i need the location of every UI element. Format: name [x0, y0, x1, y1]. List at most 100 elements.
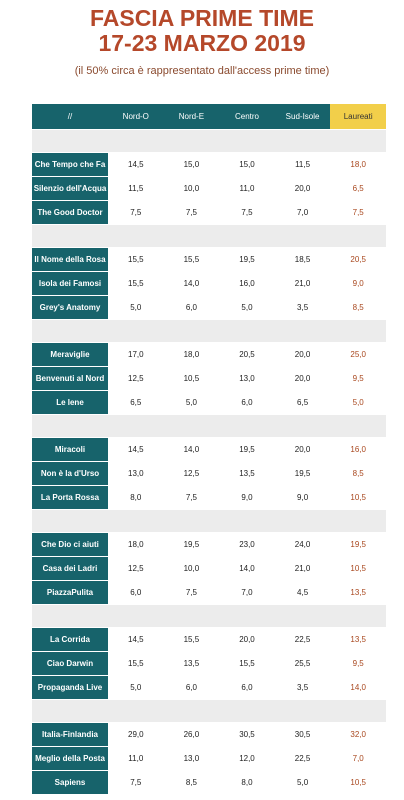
value-sud-isole: 7,0 [274, 201, 331, 225]
value-centro: 6,0 [219, 676, 275, 700]
table-row: Che Tempo che Fa 14,5 15,0 15,0 11,5 18,0 [32, 153, 386, 177]
value-nord-ovest: 6,5 [108, 391, 164, 415]
value-centro: 20,5 [219, 343, 275, 367]
table-row: Grey's Anatomy 5,0 6,0 5,0 3,5 8,5 [32, 296, 386, 320]
value-nord-ovest: 11,5 [108, 177, 164, 201]
separator-cell [330, 225, 386, 248]
separator-cell [274, 130, 331, 153]
value-laureati: 14,0 [330, 676, 386, 700]
separator-cell [163, 320, 220, 343]
program-name: Le Iene [32, 391, 108, 415]
group-separator [32, 700, 386, 723]
value-centro: 15,5 [219, 652, 275, 676]
program-name: Miracoli [32, 438, 108, 462]
table-row: Ciao Darwin 15,5 13,5 15,5 25,5 9,5 [32, 652, 386, 676]
value-nord-est: 6,0 [163, 676, 220, 700]
value-centro: 5,0 [219, 296, 275, 320]
separator-cell [330, 130, 386, 153]
value-sud-isole: 21,0 [274, 557, 331, 581]
value-nord-ovest: 14,5 [108, 628, 164, 652]
program-name: Il Nome della Rosa [32, 248, 108, 272]
separator-cell [163, 605, 220, 628]
group-separator [32, 415, 386, 438]
separator-cell [108, 700, 164, 723]
table-row: Casa dei Ladri 12,5 10,0 14,0 21,0 10,5 [32, 557, 386, 581]
separator-cell [219, 605, 275, 628]
program-name: Grey's Anatomy [32, 296, 108, 320]
value-sud-isole: 22,5 [274, 628, 331, 652]
value-nord-est: 6,0 [163, 296, 220, 320]
value-nord-est: 7,5 [163, 201, 220, 225]
value-nord-est: 14,0 [163, 438, 220, 462]
value-nord-ovest: 5,0 [108, 676, 164, 700]
value-sud-isole: 25,5 [274, 652, 331, 676]
program-name: Che Tempo che Fa [32, 153, 108, 177]
value-sud-isole: 30,5 [274, 723, 331, 747]
value-sud-isole: 20,0 [274, 343, 331, 367]
table-row: Italia-Finlandia 29,0 26,0 30,5 30,5 32,0 [32, 723, 386, 747]
value-sud-isole: 4,5 [274, 581, 331, 605]
separator-cell [32, 510, 108, 533]
value-sud-isole: 18,5 [274, 248, 331, 272]
page-date-range: 17-23 MARZO 2019 [98, 30, 306, 56]
value-nord-ovest: 7,5 [108, 201, 164, 225]
program-name: PiazzaPulita [32, 581, 108, 605]
value-sud-isole: 19,5 [274, 462, 331, 486]
table-row: Miracoli 14,5 14,0 19,5 20,0 16,0 [32, 438, 386, 462]
table-row: Silenzio dell'Acqua 11,5 10,0 11,0 20,0 6,5 [32, 177, 386, 201]
separator-cell [108, 510, 164, 533]
separator-cell [219, 415, 275, 438]
program-name: The Good Doctor [32, 201, 108, 225]
group-separator [32, 130, 386, 153]
table-row: Meglio della Posta 11,0 13,0 12,0 22,5 7,0 [32, 747, 386, 771]
separator-cell [330, 415, 386, 438]
value-nord-ovest: 17,0 [108, 343, 164, 367]
separator-cell [32, 225, 108, 248]
separator-cell [108, 225, 164, 248]
header-row: // Nord-O Nord-E Centro Sud-Isole Laurea… [32, 104, 386, 130]
program-name: Sapiens [32, 771, 108, 795]
value-centro: 23,0 [219, 533, 275, 557]
separator-cell [330, 700, 386, 723]
table-row: Sapiens 7,5 8,5 8,0 5,0 10,5 [32, 771, 386, 795]
value-nord-ovest: 15,5 [108, 272, 164, 296]
value-laureati: 13,5 [330, 581, 386, 605]
value-sud-isole: 9,0 [274, 486, 331, 510]
value-centro: 9,0 [219, 486, 275, 510]
separator-cell [274, 320, 331, 343]
value-nord-ovest: 29,0 [108, 723, 164, 747]
group-separator [32, 510, 386, 533]
value-laureati: 13,5 [330, 628, 386, 652]
value-nord-ovest: 8,0 [108, 486, 164, 510]
value-nord-ovest: 7,5 [108, 771, 164, 795]
value-nord-est: 15,0 [163, 153, 220, 177]
separator-cell [219, 700, 275, 723]
separator-cell [108, 320, 164, 343]
value-nord-est: 7,5 [163, 486, 220, 510]
separator-cell [163, 700, 220, 723]
value-nord-est: 8,5 [163, 771, 220, 795]
value-nord-ovest: 15,5 [108, 652, 164, 676]
value-sud-isole: 3,5 [274, 296, 331, 320]
value-centro: 8,0 [219, 771, 275, 795]
separator-cell [274, 605, 331, 628]
ratings-table: // Nord-O Nord-E Centro Sud-Isole Laurea… [32, 104, 386, 795]
value-nord-ovest: 13,0 [108, 462, 164, 486]
program-name: La Corrida [32, 628, 108, 652]
table-row: PiazzaPulita 6,0 7,5 7,0 4,5 13,5 [32, 581, 386, 605]
separator-cell [32, 130, 108, 153]
value-centro: 20,0 [219, 628, 275, 652]
value-nord-ovest: 12,5 [108, 557, 164, 581]
value-sud-isole: 21,0 [274, 272, 331, 296]
separator-cell [32, 605, 108, 628]
table-row: La Porta Rossa 8,0 7,5 9,0 9,0 10,5 [32, 486, 386, 510]
value-nord-est: 14,0 [163, 272, 220, 296]
separator-cell [219, 510, 275, 533]
value-laureati: 9,0 [330, 272, 386, 296]
value-laureati: 18,0 [330, 153, 386, 177]
value-centro: 12,0 [219, 747, 275, 771]
separator-cell [163, 415, 220, 438]
subtitle-note: (il 50% circa è rappresentato dall'acces… [74, 65, 330, 77]
separator-cell [274, 700, 331, 723]
separator-cell [163, 225, 220, 248]
